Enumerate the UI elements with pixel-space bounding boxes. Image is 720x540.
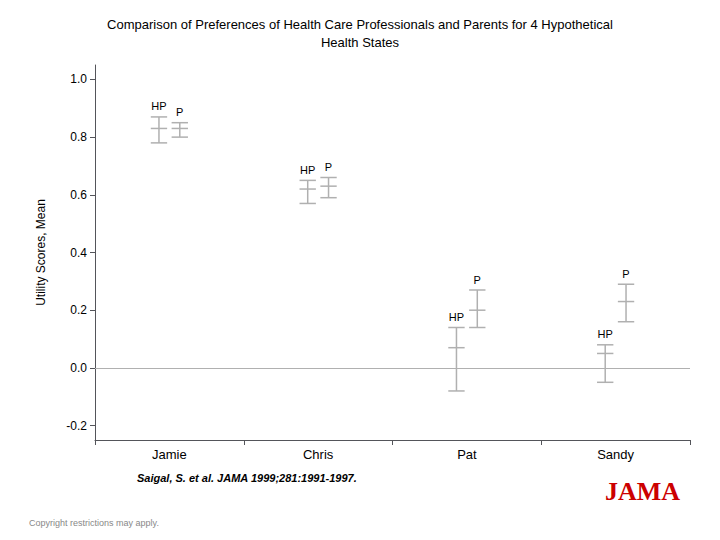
svg-text:HP: HP [449,311,464,323]
svg-text:Chris: Chris [303,447,334,462]
svg-text:Jamie: Jamie [152,447,187,462]
svg-text:Health States: Health States [321,35,400,50]
svg-text:Pat: Pat [457,447,477,462]
svg-text:0.6: 0.6 [70,188,87,202]
svg-text:0.0: 0.0 [70,361,87,375]
svg-text:P: P [622,268,629,280]
svg-text:1.0: 1.0 [70,72,87,86]
svg-text:HP: HP [598,328,613,340]
svg-text:JAMA: JAMA [605,477,680,506]
svg-text:Comparison of Preferences of H: Comparison of Preferences of Health Care… [107,17,613,32]
svg-text:HP: HP [300,164,315,176]
svg-text:Saigal, S. et al. JAMA 1999;28: Saigal, S. et al. JAMA 1999;281:1991-199… [137,472,357,484]
svg-text:P: P [176,106,183,118]
svg-text:P: P [325,161,332,173]
svg-text:0.8: 0.8 [70,130,87,144]
svg-text:0.2: 0.2 [70,303,87,317]
svg-text:-0.2: -0.2 [66,419,87,433]
svg-text:Sandy: Sandy [597,447,634,462]
svg-text:Utility Scores, Mean: Utility Scores, Mean [34,199,48,306]
svg-text:Copyright restrictions may app: Copyright restrictions may apply. [29,518,159,528]
svg-text:P: P [474,274,481,286]
svg-text:0.4: 0.4 [70,246,87,260]
svg-text:HP: HP [151,100,166,112]
